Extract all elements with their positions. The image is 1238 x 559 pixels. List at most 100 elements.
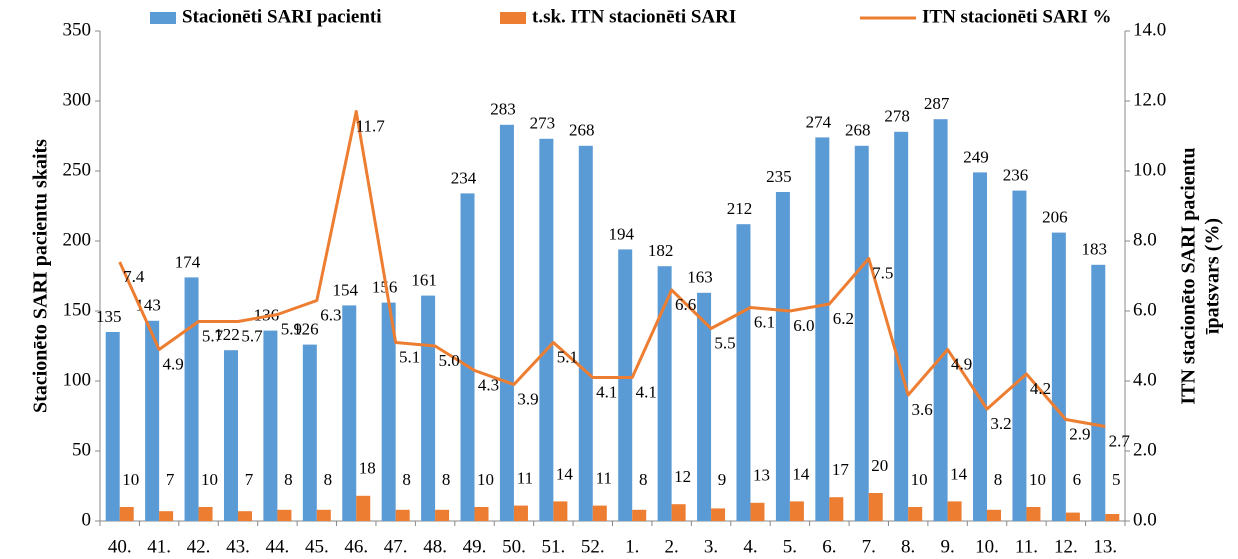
data-label: 11	[596, 469, 612, 488]
data-label: 10	[477, 470, 494, 489]
x-tick-label: 52.	[581, 536, 605, 557]
bar	[435, 509, 450, 521]
bar	[711, 508, 726, 521]
y-axis-label: Stacionēto SARI pacientu skaits	[30, 139, 52, 413]
bar	[460, 193, 475, 521]
bar	[277, 509, 292, 521]
data-label: 234	[451, 168, 477, 187]
data-label: 8	[324, 470, 333, 489]
data-label: 11	[517, 469, 533, 488]
line-data-label: 6.3	[320, 305, 341, 324]
data-label: 278	[884, 107, 910, 126]
data-label: 18	[359, 459, 376, 478]
line-data-label: 5.0	[438, 351, 459, 370]
data-label: 212	[727, 199, 753, 218]
bar	[908, 507, 923, 521]
data-label: 161	[411, 271, 437, 290]
y-tick-label: 100	[63, 369, 92, 390]
bar	[736, 224, 751, 521]
data-label: 182	[648, 241, 674, 260]
line-data-label: 3.9	[517, 389, 538, 408]
bar	[1065, 512, 1080, 521]
data-label: 183	[1082, 240, 1108, 259]
y-tick-label: 150	[63, 299, 92, 320]
bar	[868, 493, 883, 521]
y-tick-label: 200	[63, 229, 92, 250]
x-tick-label: 6.	[822, 536, 836, 557]
line-data-label: 3.2	[990, 414, 1011, 433]
data-label: 268	[845, 121, 871, 140]
legend-label: ITN stacionēti SARI %	[922, 6, 1111, 27]
data-label: 268	[569, 121, 595, 140]
bar	[499, 124, 514, 522]
data-label: 14	[556, 464, 574, 483]
data-label: 10	[201, 470, 218, 489]
data-label: 9	[718, 470, 727, 489]
x-tick-label: 43.	[226, 536, 250, 557]
data-label: 206	[1042, 208, 1068, 227]
bar	[381, 302, 396, 521]
bar	[815, 137, 830, 521]
data-label: 14	[950, 464, 968, 483]
line-data-label: 5.9	[281, 319, 302, 338]
bar	[618, 249, 633, 521]
line-data-label: 5.1	[557, 347, 578, 366]
bar	[933, 119, 948, 521]
y-tick-label: 0	[82, 509, 92, 530]
legend-swatch	[150, 12, 176, 24]
data-label: 283	[490, 100, 516, 119]
line-data-label: 4.9	[163, 354, 184, 373]
bar	[159, 511, 174, 521]
bar	[775, 192, 790, 521]
bar	[697, 292, 712, 521]
y2-tick-label: 14.0	[1133, 19, 1166, 40]
bar	[592, 505, 607, 521]
line-data-label: 4.1	[636, 382, 657, 401]
bar	[947, 501, 962, 521]
y2-tick-label: 4.0	[1133, 369, 1157, 390]
bar	[263, 330, 278, 521]
x-tick-label: 11.	[1015, 536, 1038, 557]
bar	[1051, 232, 1066, 521]
bar	[421, 295, 436, 521]
y-tick-label: 50	[72, 439, 91, 460]
bar	[513, 505, 528, 521]
line-data-label: 4.1	[596, 382, 617, 401]
data-label: 273	[530, 114, 556, 133]
x-tick-label: 44.	[266, 536, 290, 557]
bar	[105, 332, 120, 521]
x-tick-label: 45.	[305, 536, 329, 557]
bar	[1012, 190, 1027, 521]
y-tick-label: 250	[63, 159, 92, 180]
bar	[539, 138, 554, 522]
bar	[356, 495, 371, 521]
bar	[578, 145, 593, 522]
data-label: 122	[214, 325, 240, 344]
bar	[789, 501, 804, 521]
data-label: 8	[402, 470, 411, 489]
x-tick-label: 13.	[1093, 536, 1117, 557]
bar	[145, 320, 160, 521]
data-label: 7	[166, 470, 175, 489]
bar	[894, 131, 909, 522]
x-tick-label: 9.	[940, 536, 954, 557]
line-data-label: 6.1	[754, 312, 775, 331]
x-tick-label: 3.	[704, 536, 718, 557]
data-label: 10	[122, 470, 139, 489]
data-label: 236	[1003, 166, 1029, 185]
y-tick-label: 350	[63, 19, 92, 40]
bar	[342, 305, 357, 521]
line-data-label: 5.7	[202, 326, 224, 345]
data-label: 135	[96, 307, 122, 326]
x-tick-label: 42.	[187, 536, 211, 557]
y2-tick-label: 2.0	[1133, 439, 1157, 460]
bar	[632, 509, 647, 521]
data-label: 8	[284, 470, 293, 489]
data-label: 274	[806, 112, 832, 131]
legend-label: Stacionēti SARI pacienti	[182, 6, 382, 27]
data-label: 10	[911, 470, 928, 489]
x-tick-label: 2.	[665, 536, 679, 557]
line-data-label: 6.6	[675, 295, 696, 314]
bar	[1105, 514, 1120, 521]
data-label: 8	[442, 470, 451, 489]
